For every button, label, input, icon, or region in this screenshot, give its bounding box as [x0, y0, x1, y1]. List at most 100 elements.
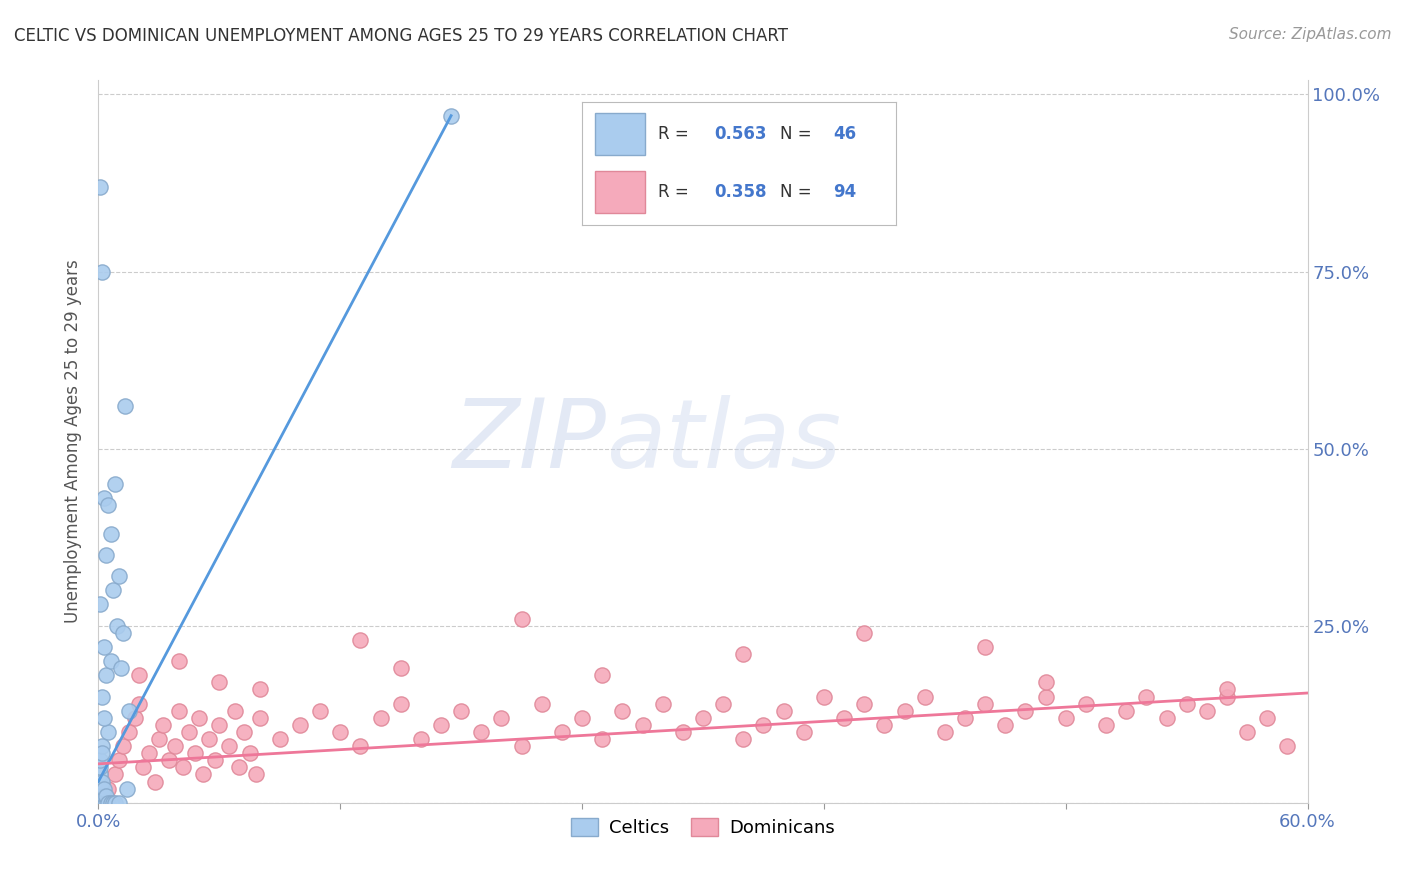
Point [118, 704, 141, 718]
Point [470, 725, 492, 739]
Point [974, 697, 997, 711]
Point [198, 732, 221, 747]
Point [96, 668, 118, 682]
Point [752, 718, 775, 732]
Point [349, 739, 371, 753]
Point [853, 625, 876, 640]
Point [111, 625, 134, 640]
Point [97, 796, 120, 810]
Point [208, 718, 231, 732]
Point [96, 789, 118, 803]
Point [793, 725, 815, 739]
Point [249, 711, 271, 725]
Point [692, 711, 714, 725]
Point [651, 697, 673, 711]
Point [430, 718, 453, 732]
Point [89, 774, 111, 789]
Point [1156, 711, 1178, 725]
Point [115, 781, 138, 796]
Point [491, 711, 513, 725]
Point [1035, 675, 1057, 690]
Point [1035, 690, 1057, 704]
Point [873, 718, 896, 732]
Text: Source: ZipAtlas.com: Source: ZipAtlas.com [1229, 27, 1392, 42]
Point [711, 697, 734, 711]
Point [93, 640, 115, 654]
Point [450, 704, 472, 718]
Point [224, 704, 246, 718]
Point [733, 732, 755, 747]
Point [853, 697, 876, 711]
Point [97, 725, 120, 739]
Point [813, 690, 835, 704]
Point [143, 774, 166, 789]
Point [1135, 690, 1157, 704]
Point [409, 732, 432, 747]
Point [167, 654, 190, 668]
Point [772, 704, 794, 718]
Point [105, 618, 128, 632]
Point [440, 109, 463, 123]
Point [510, 739, 533, 753]
Point [1256, 711, 1278, 725]
Point [893, 704, 915, 718]
Point [163, 739, 186, 753]
Point [612, 704, 634, 718]
Point [208, 675, 231, 690]
Point [239, 746, 262, 760]
Point [107, 569, 129, 583]
Point [103, 477, 125, 491]
Point [329, 725, 352, 739]
Point [103, 796, 125, 810]
Point [138, 746, 160, 760]
Point [934, 725, 956, 739]
Point [245, 767, 267, 781]
Point [832, 711, 855, 725]
Point [100, 654, 122, 668]
Point [1175, 697, 1198, 711]
Point [91, 690, 114, 704]
Point [89, 796, 111, 810]
Point [1074, 697, 1097, 711]
Point [100, 796, 122, 810]
Point [184, 746, 207, 760]
Point [110, 661, 132, 675]
Text: ZIP: ZIP [453, 395, 606, 488]
Point [288, 718, 311, 732]
Point [118, 725, 141, 739]
Point [1014, 704, 1036, 718]
Point [91, 774, 114, 789]
Point [91, 264, 114, 278]
Point [93, 781, 115, 796]
Point [101, 583, 124, 598]
Point [128, 668, 150, 682]
Point [232, 725, 254, 739]
Point [370, 711, 392, 725]
Point [89, 789, 111, 803]
Point [218, 739, 240, 753]
Text: atlas: atlas [606, 395, 841, 488]
Point [89, 781, 111, 796]
Point [1216, 682, 1239, 697]
Point [591, 732, 613, 747]
Point [89, 598, 111, 612]
Point [100, 526, 122, 541]
Point [96, 548, 118, 562]
Point [107, 753, 129, 767]
Point [172, 760, 194, 774]
Point [1216, 690, 1239, 704]
Point [132, 760, 155, 774]
Point [953, 711, 976, 725]
Point [179, 725, 201, 739]
Point [128, 697, 150, 711]
Point [96, 796, 118, 810]
Point [914, 690, 936, 704]
Point [349, 632, 371, 647]
Point [1095, 718, 1118, 732]
Y-axis label: Unemployment Among Ages 25 to 29 years: Unemployment Among Ages 25 to 29 years [65, 260, 83, 624]
Point [114, 399, 136, 413]
Text: CELTIC VS DOMINICAN UNEMPLOYMENT AMONG AGES 25 TO 29 YEARS CORRELATION CHART: CELTIC VS DOMINICAN UNEMPLOYMENT AMONG A… [14, 27, 787, 45]
Point [93, 796, 115, 810]
Point [1054, 711, 1077, 725]
Point [97, 781, 120, 796]
